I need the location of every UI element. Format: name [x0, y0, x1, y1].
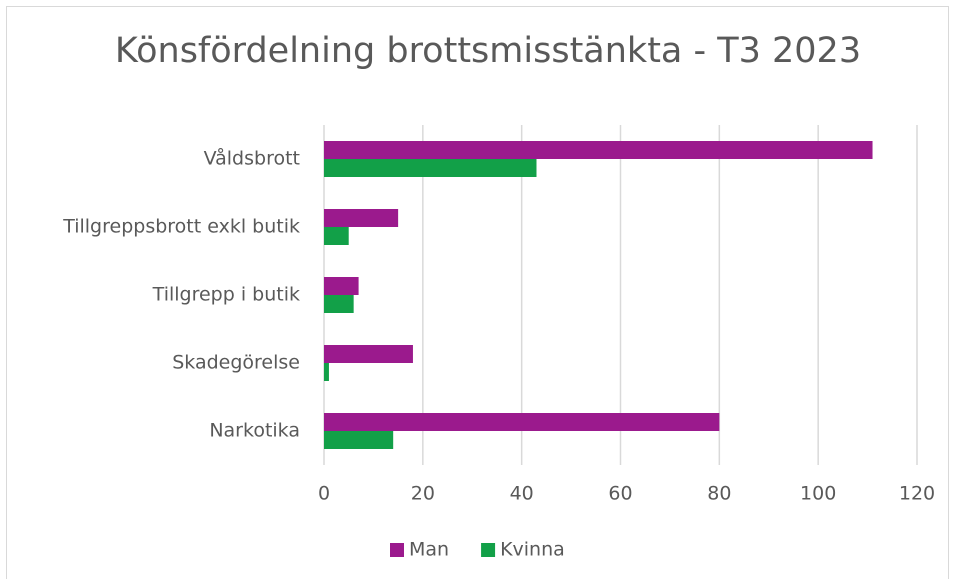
chart-title: Könsfördelning brottsmisstänkta - T3 202… [115, 31, 861, 71]
x-tick-label: 80 [707, 483, 731, 505]
legend-label: Man [409, 539, 449, 561]
y-tick-label: Våldsbrott [204, 147, 300, 170]
x-tick-label: 60 [608, 483, 632, 505]
x-tick-label: 20 [411, 483, 435, 505]
bar [324, 413, 720, 431]
bar [324, 159, 537, 177]
bar [324, 345, 413, 363]
legend-swatch [390, 543, 404, 557]
bar [324, 295, 354, 313]
y-tick-label: Tillgreppsbrott exkl butik [62, 216, 300, 238]
bar [324, 141, 873, 159]
y-tick-label: Skadegörelse [172, 352, 300, 374]
bar [324, 227, 349, 245]
bar [324, 363, 329, 381]
legend-swatch [481, 543, 496, 557]
x-tick-label: 0 [318, 483, 330, 505]
y-tick-label: Narkotika [209, 420, 300, 442]
x-tick-label: 40 [510, 483, 534, 505]
bar [324, 209, 399, 227]
chart-border [6, 6, 949, 579]
x-tick-label: 100 [800, 483, 836, 505]
bar [324, 431, 394, 449]
y-tick-label: Tillgrepp i butik [152, 284, 300, 306]
x-tick-label: 120 [899, 483, 935, 505]
bar [324, 277, 359, 295]
legend-label: Kvinna [500, 539, 565, 561]
